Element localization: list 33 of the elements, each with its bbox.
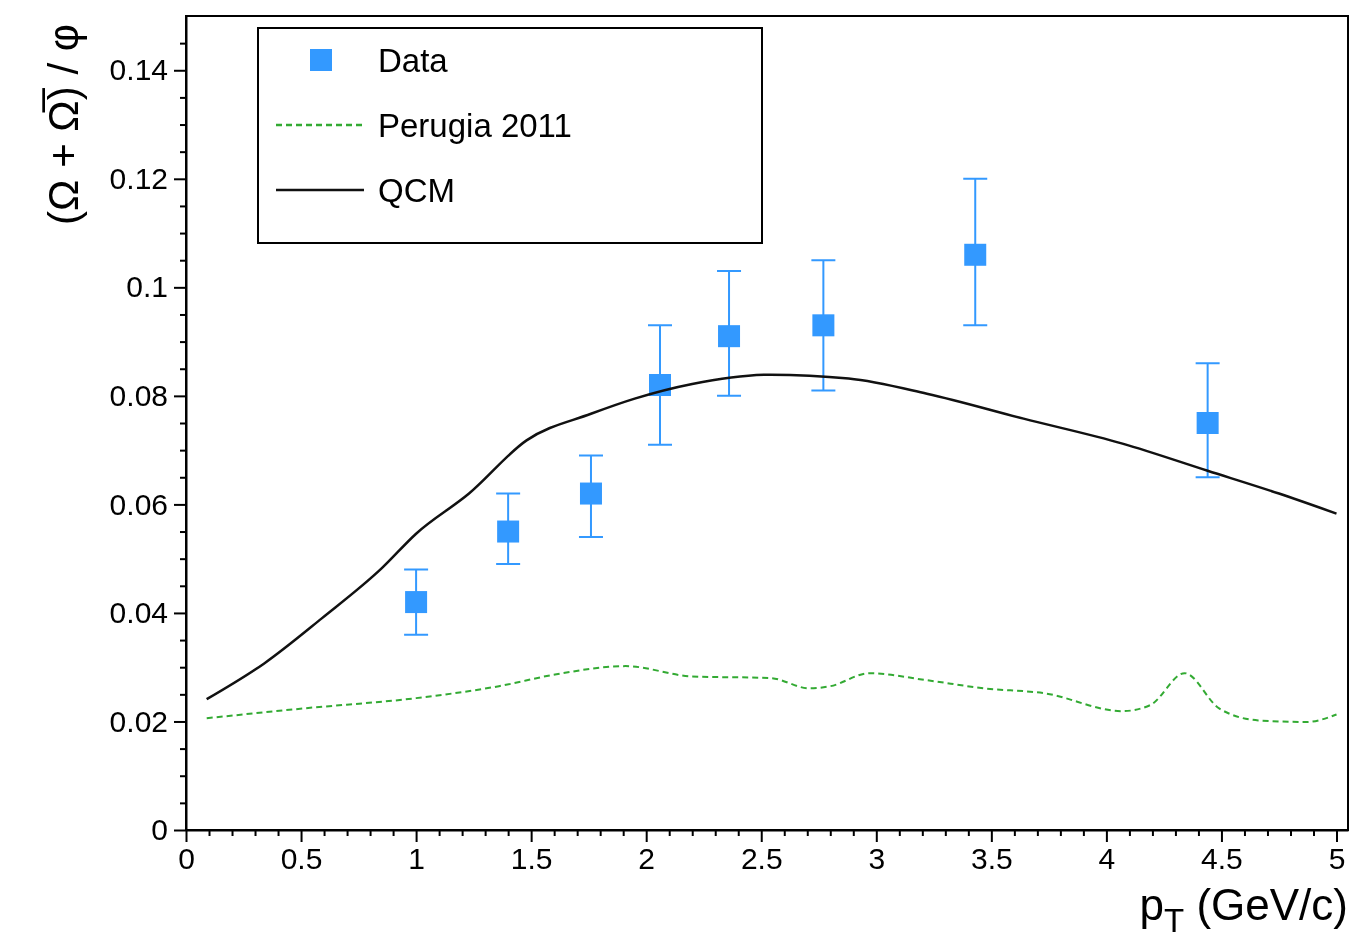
y-tick-label: 0.08 (109, 378, 168, 412)
x-tick-label: 2.5 (740, 842, 783, 876)
point (405, 591, 428, 614)
y-tick-label: 0 (151, 813, 168, 847)
y-tick-label: 0.06 (109, 487, 168, 521)
point (718, 325, 741, 348)
x-axis-title: p$_{T}$ (GeV/c) (1139, 880, 1348, 939)
x-tick-label: 3.5 (970, 842, 1013, 876)
line-series (205, 665, 1338, 724)
point (964, 243, 987, 266)
legend-label: Data (378, 41, 449, 79)
point (579, 482, 602, 505)
x-tick-label: 1.5 (510, 842, 553, 876)
x-tick-label: 4 (1098, 842, 1116, 876)
point (497, 520, 520, 543)
x-tick-label: 1 (408, 842, 425, 876)
x-tick-label: 5 (1328, 842, 1346, 876)
x-tick-label: 0 (178, 842, 195, 876)
x-tick-label: 2 (638, 842, 656, 876)
x-tick-label: 0.5 (280, 842, 323, 876)
y-tick-label: 0.02 (109, 704, 168, 738)
legend-label: Perugia 2011 (378, 106, 572, 144)
y-tick-label: 0.04 (109, 596, 168, 630)
point (1196, 412, 1219, 434)
legend-label: QCM (378, 171, 455, 209)
line-series (205, 373, 1338, 701)
point (812, 314, 835, 337)
x-tick-label: 3 (868, 842, 886, 876)
y-tick-label: 0.14 (109, 53, 168, 87)
y-tick-label: 0.1 (126, 270, 168, 304)
y-axis-title: (Ω + Ω̅) / φ (40, 24, 87, 225)
y-tick-label: 0.12 (109, 161, 168, 195)
x-tick-label: 4.5 (1201, 842, 1243, 876)
